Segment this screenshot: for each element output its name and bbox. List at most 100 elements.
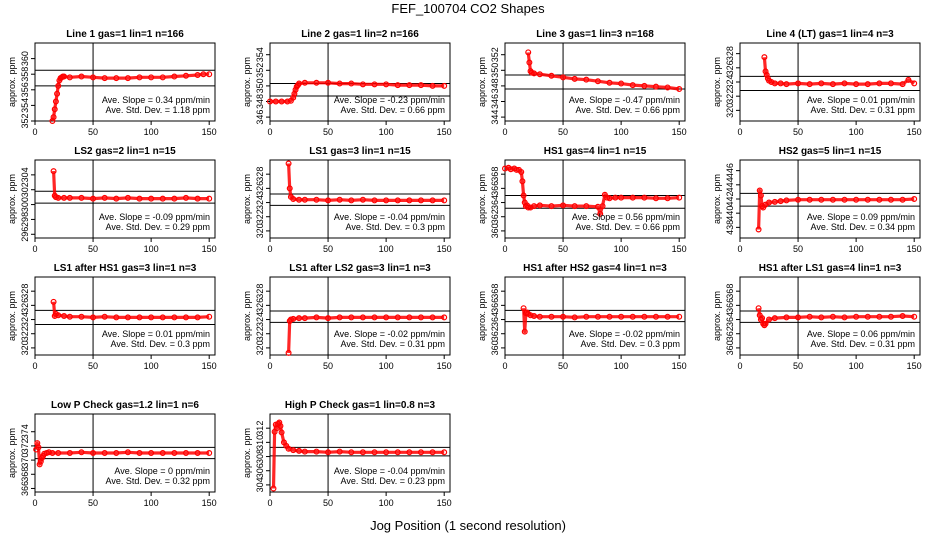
panel-8: HS2 gas=5 lin=1 n=150 50 100 15043844044244…	[712, 146, 922, 254]
panel-title: HS1 gas=4 lin=1 n=15	[544, 146, 647, 157]
panel-7: HS1 gas=4 lin=1 n=150 50 100 15036036236436…	[477, 146, 687, 254]
y-tick-label: 302	[20, 182, 30, 197]
y-tick-label: 324	[255, 195, 265, 210]
panel-title: LS2 gas=2 lin=1 n=15	[74, 146, 176, 157]
x-tick-label: 100	[614, 361, 629, 371]
y-tick-label: 328	[255, 284, 265, 299]
x-tick-label: 50	[323, 244, 333, 254]
y-tick-label: 348	[255, 94, 265, 109]
x-tick-label: 150	[907, 361, 922, 371]
y-tick-label: 370	[20, 453, 30, 468]
y-tick-label: 326	[255, 181, 265, 196]
series-trace	[287, 315, 445, 353]
x-tick-label: 0	[502, 127, 507, 137]
stddev-annotation: Ave. Std. Dev. = 0.66 ppm	[341, 105, 445, 115]
plot-frame	[269, 42, 451, 122]
panel-title: Line 3 gas=1 lin=3 n=168	[536, 29, 654, 40]
stddev-annotation: Ave. Std. Dev. = 0.66 ppm	[576, 105, 680, 115]
x-tick-label: 50	[558, 244, 568, 254]
y-tick-label: 312	[255, 421, 265, 436]
x-tick-label: 0	[267, 361, 272, 371]
x-tick-label: 150	[202, 498, 217, 508]
y-axis-label: approx. ppm	[242, 428, 252, 478]
y-tick-label: 306	[255, 463, 265, 478]
x-tick-label: 150	[672, 244, 687, 254]
x-axis-label: Jog Position (1 second resolution)	[370, 518, 566, 533]
y-tick-label: 364	[725, 312, 735, 327]
x-tick-label: 150	[437, 498, 452, 508]
y-tick-label: 442	[725, 191, 735, 206]
y-tick-label: 324	[20, 312, 30, 327]
x-tick-label: 0	[32, 498, 37, 508]
series-trace	[270, 81, 445, 104]
slope-annotation: Ave. Slope = -0.04 ppm/min	[334, 466, 445, 476]
y-tick-label: 326	[20, 298, 30, 313]
y-axis-label: approx. ppm	[7, 291, 17, 341]
stddev-annotation: Ave. Std. Dev. = 0.66 ppm	[576, 222, 680, 232]
x-tick-label: 50	[323, 361, 333, 371]
x-tick-label: 100	[144, 127, 159, 137]
x-tick-label: 0	[737, 127, 742, 137]
panel-title: LS1 after LS2 gas=3 lin=1 n=3	[289, 263, 431, 274]
series-trace	[52, 301, 210, 319]
panel-title: HS1 after LS1 gas=4 lin=1 n=3	[759, 263, 902, 274]
stddev-annotation: Ave. Std. Dev. = 0.34 ppm	[811, 222, 915, 232]
x-tick-label: 0	[32, 361, 37, 371]
stddev-annotation: Ave. Std. Dev. = 0.31 ppm	[811, 105, 915, 115]
x-tick-label: 100	[379, 244, 394, 254]
x-tick-label: 150	[437, 244, 452, 254]
x-tick-label: 100	[614, 244, 629, 254]
stddev-annotation: Ave. Std. Dev. = 0.29 ppm	[106, 222, 210, 232]
x-tick-label: 150	[437, 361, 452, 371]
x-tick-label: 150	[672, 127, 687, 137]
y-tick-label: 324	[725, 74, 735, 89]
y-tick-label: 348	[490, 78, 500, 93]
y-tick-label: 368	[490, 167, 500, 182]
x-tick-label: 0	[737, 361, 742, 371]
series-trace	[34, 441, 210, 466]
stddev-annotation: Ave. Std. Dev. = 0.3 ppm	[111, 339, 210, 349]
y-axis-label: approx. ppm	[712, 291, 722, 341]
y-tick-label: 374	[20, 424, 30, 439]
y-tick-label: 322	[255, 326, 265, 341]
y-axis-label: approx. ppm	[477, 57, 487, 107]
y-tick-label: 364	[490, 312, 500, 327]
x-tick-label: 100	[379, 498, 394, 508]
plot-frame	[34, 276, 216, 356]
y-tick-label: 346	[490, 94, 500, 109]
slope-annotation: Ave. Slope = 0.06 ppm/min	[807, 329, 915, 339]
plot-frame	[739, 276, 921, 356]
series-trace	[52, 171, 210, 201]
stddev-annotation: Ave. Std. Dev. = 0.3 ppm	[581, 339, 680, 349]
x-tick-label: 50	[558, 361, 568, 371]
plot-frame	[269, 413, 451, 493]
panel-title: HS2 gas=5 lin=1 n=15	[779, 146, 882, 157]
x-tick-label: 0	[267, 244, 272, 254]
panel-title: Line 1 gas=1 lin=1 n=166	[66, 29, 184, 40]
y-tick-label: 350	[255, 78, 265, 93]
y-tick-label: 326	[725, 60, 735, 75]
y-tick-label: 328	[20, 284, 30, 299]
y-tick-label: 438	[725, 220, 735, 235]
y-tick-label: 354	[20, 98, 30, 113]
x-tick-label: 50	[88, 498, 98, 508]
plot-frame	[34, 159, 216, 239]
panel-title: LS1 after HS1 gas=3 lin=1 n=3	[54, 263, 197, 274]
plot-frame	[504, 42, 686, 122]
panel-title: LS1 gas=3 lin=1 n=15	[309, 146, 411, 157]
y-tick-label: 360	[725, 340, 735, 355]
x-tick-label: 100	[144, 498, 159, 508]
stddev-annotation: Ave. Std. Dev. = 0.31 ppm	[341, 339, 445, 349]
x-tick-label: 100	[379, 127, 394, 137]
y-tick-label: 298	[20, 212, 30, 227]
series-trace	[287, 163, 445, 202]
x-tick-label: 50	[793, 244, 803, 254]
y-tick-label: 362	[725, 326, 735, 341]
y-tick-label: 320	[725, 103, 735, 118]
slope-annotation: Ave. Slope = -0.04 ppm/min	[334, 212, 445, 222]
x-tick-label: 50	[88, 361, 98, 371]
y-tick-label: 366	[725, 298, 735, 313]
